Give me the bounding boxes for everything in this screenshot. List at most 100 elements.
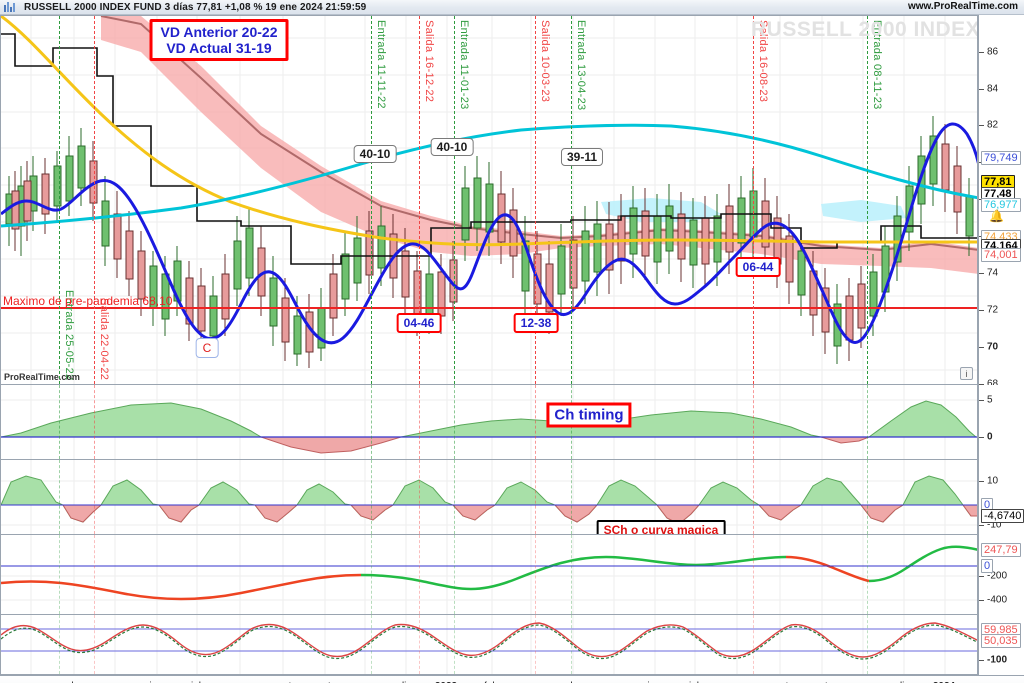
- event-line-ch-9: [867, 385, 868, 459]
- event-label: Entrada 13-04-23: [575, 20, 587, 111]
- event-line-sch-6: [535, 460, 536, 534]
- price-label-ma-cyan[interactable]: 76,977: [981, 198, 1021, 212]
- event-line-entrada-11-11-22[interactable]: Entrada 11-11-22: [371, 16, 387, 384]
- event-line-sch-7: [571, 460, 572, 534]
- event-label: Entrada 25-05-22: [63, 289, 75, 380]
- stochastic-pane[interactable]: [0, 615, 978, 675]
- cloud-border-line: [100, 16, 977, 252]
- event-line-sch-4: [419, 460, 420, 534]
- annotation-12-38[interactable]: 12-38: [513, 313, 559, 333]
- stochastic-axis[interactable]: 59,985 50,035 -100: [978, 615, 1024, 675]
- ch-timing-label-box[interactable]: Ch timing: [546, 402, 632, 428]
- axis-tick: -10: [987, 519, 1002, 531]
- vd-annotation-box[interactable]: VD Anterior 20-22 VD Actual 31-19: [149, 19, 289, 62]
- time-tick: may: [604, 681, 623, 683]
- ch-timing-negative-2: [820, 436, 870, 444]
- price-label-ma-blue[interactable]: 79,749: [981, 151, 1021, 165]
- event-line-ch-3: [371, 385, 372, 459]
- ch-timing-positive: [1, 402, 263, 438]
- annotation-04-46[interactable]: 04-46: [396, 313, 442, 333]
- price-label-cloud[interactable]: 74,001: [981, 248, 1021, 262]
- annotation-39-11[interactable]: 39-11: [560, 148, 604, 166]
- sch-curva-magica-pane[interactable]: SCh o curva magica: [0, 460, 978, 535]
- chart-workspace: Entrada 25-05-22 Salida 22-04-22 Entrada…: [0, 15, 1024, 683]
- event-line-salida-10-03-23[interactable]: Salida 10-03-23: [535, 16, 551, 384]
- time-axis[interactable]: mar abr may jun jul ago sept oct nov dic…: [0, 675, 1024, 683]
- event-line-sch-9: [867, 460, 868, 534]
- stochastic-canvas: [1, 615, 977, 674]
- time-tick: jul: [191, 681, 201, 683]
- momentum-current-value[interactable]: 247,79: [981, 543, 1021, 557]
- time-tick: nov: [356, 681, 372, 683]
- event-line-sto-5: [454, 615, 455, 674]
- sch-label-box[interactable]: SCh o curva magica: [596, 520, 726, 534]
- event-line-mom-7: [571, 535, 572, 614]
- annotation-06-44[interactable]: 06-44: [735, 257, 781, 277]
- momentum-pane[interactable]: [0, 535, 978, 615]
- price-label-last[interactable]: 77,81: [981, 175, 1015, 189]
- sch-negative-fill: [62, 504, 977, 525]
- price-axis[interactable]: 86 84 82 80 78 76 74 72 70 68 79,749 77,…: [978, 15, 1024, 390]
- axis-tick: -100: [987, 654, 1008, 666]
- event-line-mom-4: [419, 535, 420, 614]
- stochastic-d-value[interactable]: 50,035: [981, 634, 1021, 648]
- event-line-ch-2: [94, 385, 95, 459]
- momentum-axis[interactable]: -200 -400 247,79 0: [978, 535, 1024, 615]
- alert-bell-icon[interactable]: 🔔: [989, 209, 1004, 223]
- event-line-mom-9: [867, 535, 868, 614]
- momentum-canvas: [1, 535, 977, 614]
- event-line-salida-16-12-22[interactable]: Salida 16-12-22: [419, 16, 435, 384]
- annotation-text: 40-10: [359, 147, 391, 161]
- price-label-step[interactable]: 77,48: [981, 187, 1015, 201]
- axis-tick: 68: [987, 378, 999, 390]
- ch-timing-axis[interactable]: 5 0: [978, 385, 1024, 460]
- annotation-text: 06-44: [742, 260, 774, 274]
- sch-histogram: [1, 475, 977, 525]
- event-line-ch-1: [59, 385, 60, 459]
- event-label: Entrada 08-11-23: [871, 20, 883, 110]
- event-line-mom-1: [59, 535, 60, 614]
- time-tick: dic: [897, 681, 910, 683]
- event-line-salida-22-04-22[interactable]: Salida 22-04-22: [94, 16, 110, 384]
- event-label: Salida 16-12-22: [423, 20, 435, 103]
- event-line-entrada-08-11-23[interactable]: Entrada 08-11-23: [867, 16, 883, 384]
- ch-timing-label-text: Ch timing: [554, 406, 624, 424]
- annotation-40-10-a[interactable]: 40-10: [353, 145, 397, 163]
- sch-zero-label[interactable]: 0: [981, 498, 994, 512]
- price-chart-canvas: [1, 16, 977, 384]
- annotation-40-10-b[interactable]: 40-10: [430, 138, 474, 156]
- event-line-entrada-13-04-23[interactable]: Entrada 13-04-23: [571, 16, 587, 384]
- time-tick: ago: [231, 681, 248, 683]
- momentum-line-red: [1, 573, 362, 601]
- event-line-salida-16-08-23[interactable]: Salida 16-08-23: [753, 16, 769, 384]
- event-line-ch-4: [419, 385, 420, 459]
- time-tick: jun: [149, 681, 162, 683]
- momentum-zero-label[interactable]: 0: [981, 559, 994, 573]
- cloud-bearish: [101, 16, 977, 274]
- stochastic-k-line: [1, 622, 977, 658]
- event-line-mom-2: [94, 535, 95, 614]
- event-label: Salida 10-03-23: [539, 20, 551, 103]
- ma-yellow: [1, 16, 977, 247]
- event-line-sto-4: [419, 615, 420, 674]
- price-pane[interactable]: Entrada 25-05-22 Salida 22-04-22 Entrada…: [0, 15, 978, 385]
- info-badge[interactable]: i: [960, 367, 973, 380]
- event-line-entrada-25-05-22[interactable]: Entrada 25-05-22: [59, 16, 75, 384]
- marker-c[interactable]: C: [195, 338, 219, 358]
- event-label: Entrada 11-01-23: [458, 20, 470, 110]
- axis-tick: -400: [987, 594, 1008, 606]
- event-line-sch-3: [371, 460, 372, 534]
- time-tick: feb: [484, 681, 498, 683]
- event-line-entrada-11-01-23[interactable]: Entrada 11-01-23: [454, 16, 470, 384]
- marker-c-text: C: [202, 341, 212, 355]
- ch-timing-pane[interactable]: Ch timing: [0, 385, 978, 460]
- window-titlebar: RUSSELL 2000 INDEX FUND 3 días 77,81 +1,…: [0, 0, 1024, 15]
- axis-tick: 82: [987, 119, 999, 131]
- sch-axis[interactable]: 10 -10 0 -4,6740: [978, 460, 1024, 535]
- cloud-light-patch-2: [821, 200, 906, 222]
- event-line-mom-8: [753, 535, 754, 614]
- time-tick: oct: [317, 681, 330, 683]
- time-tick: dic: [399, 681, 412, 683]
- sch-current-value[interactable]: -4,6740: [981, 509, 1024, 523]
